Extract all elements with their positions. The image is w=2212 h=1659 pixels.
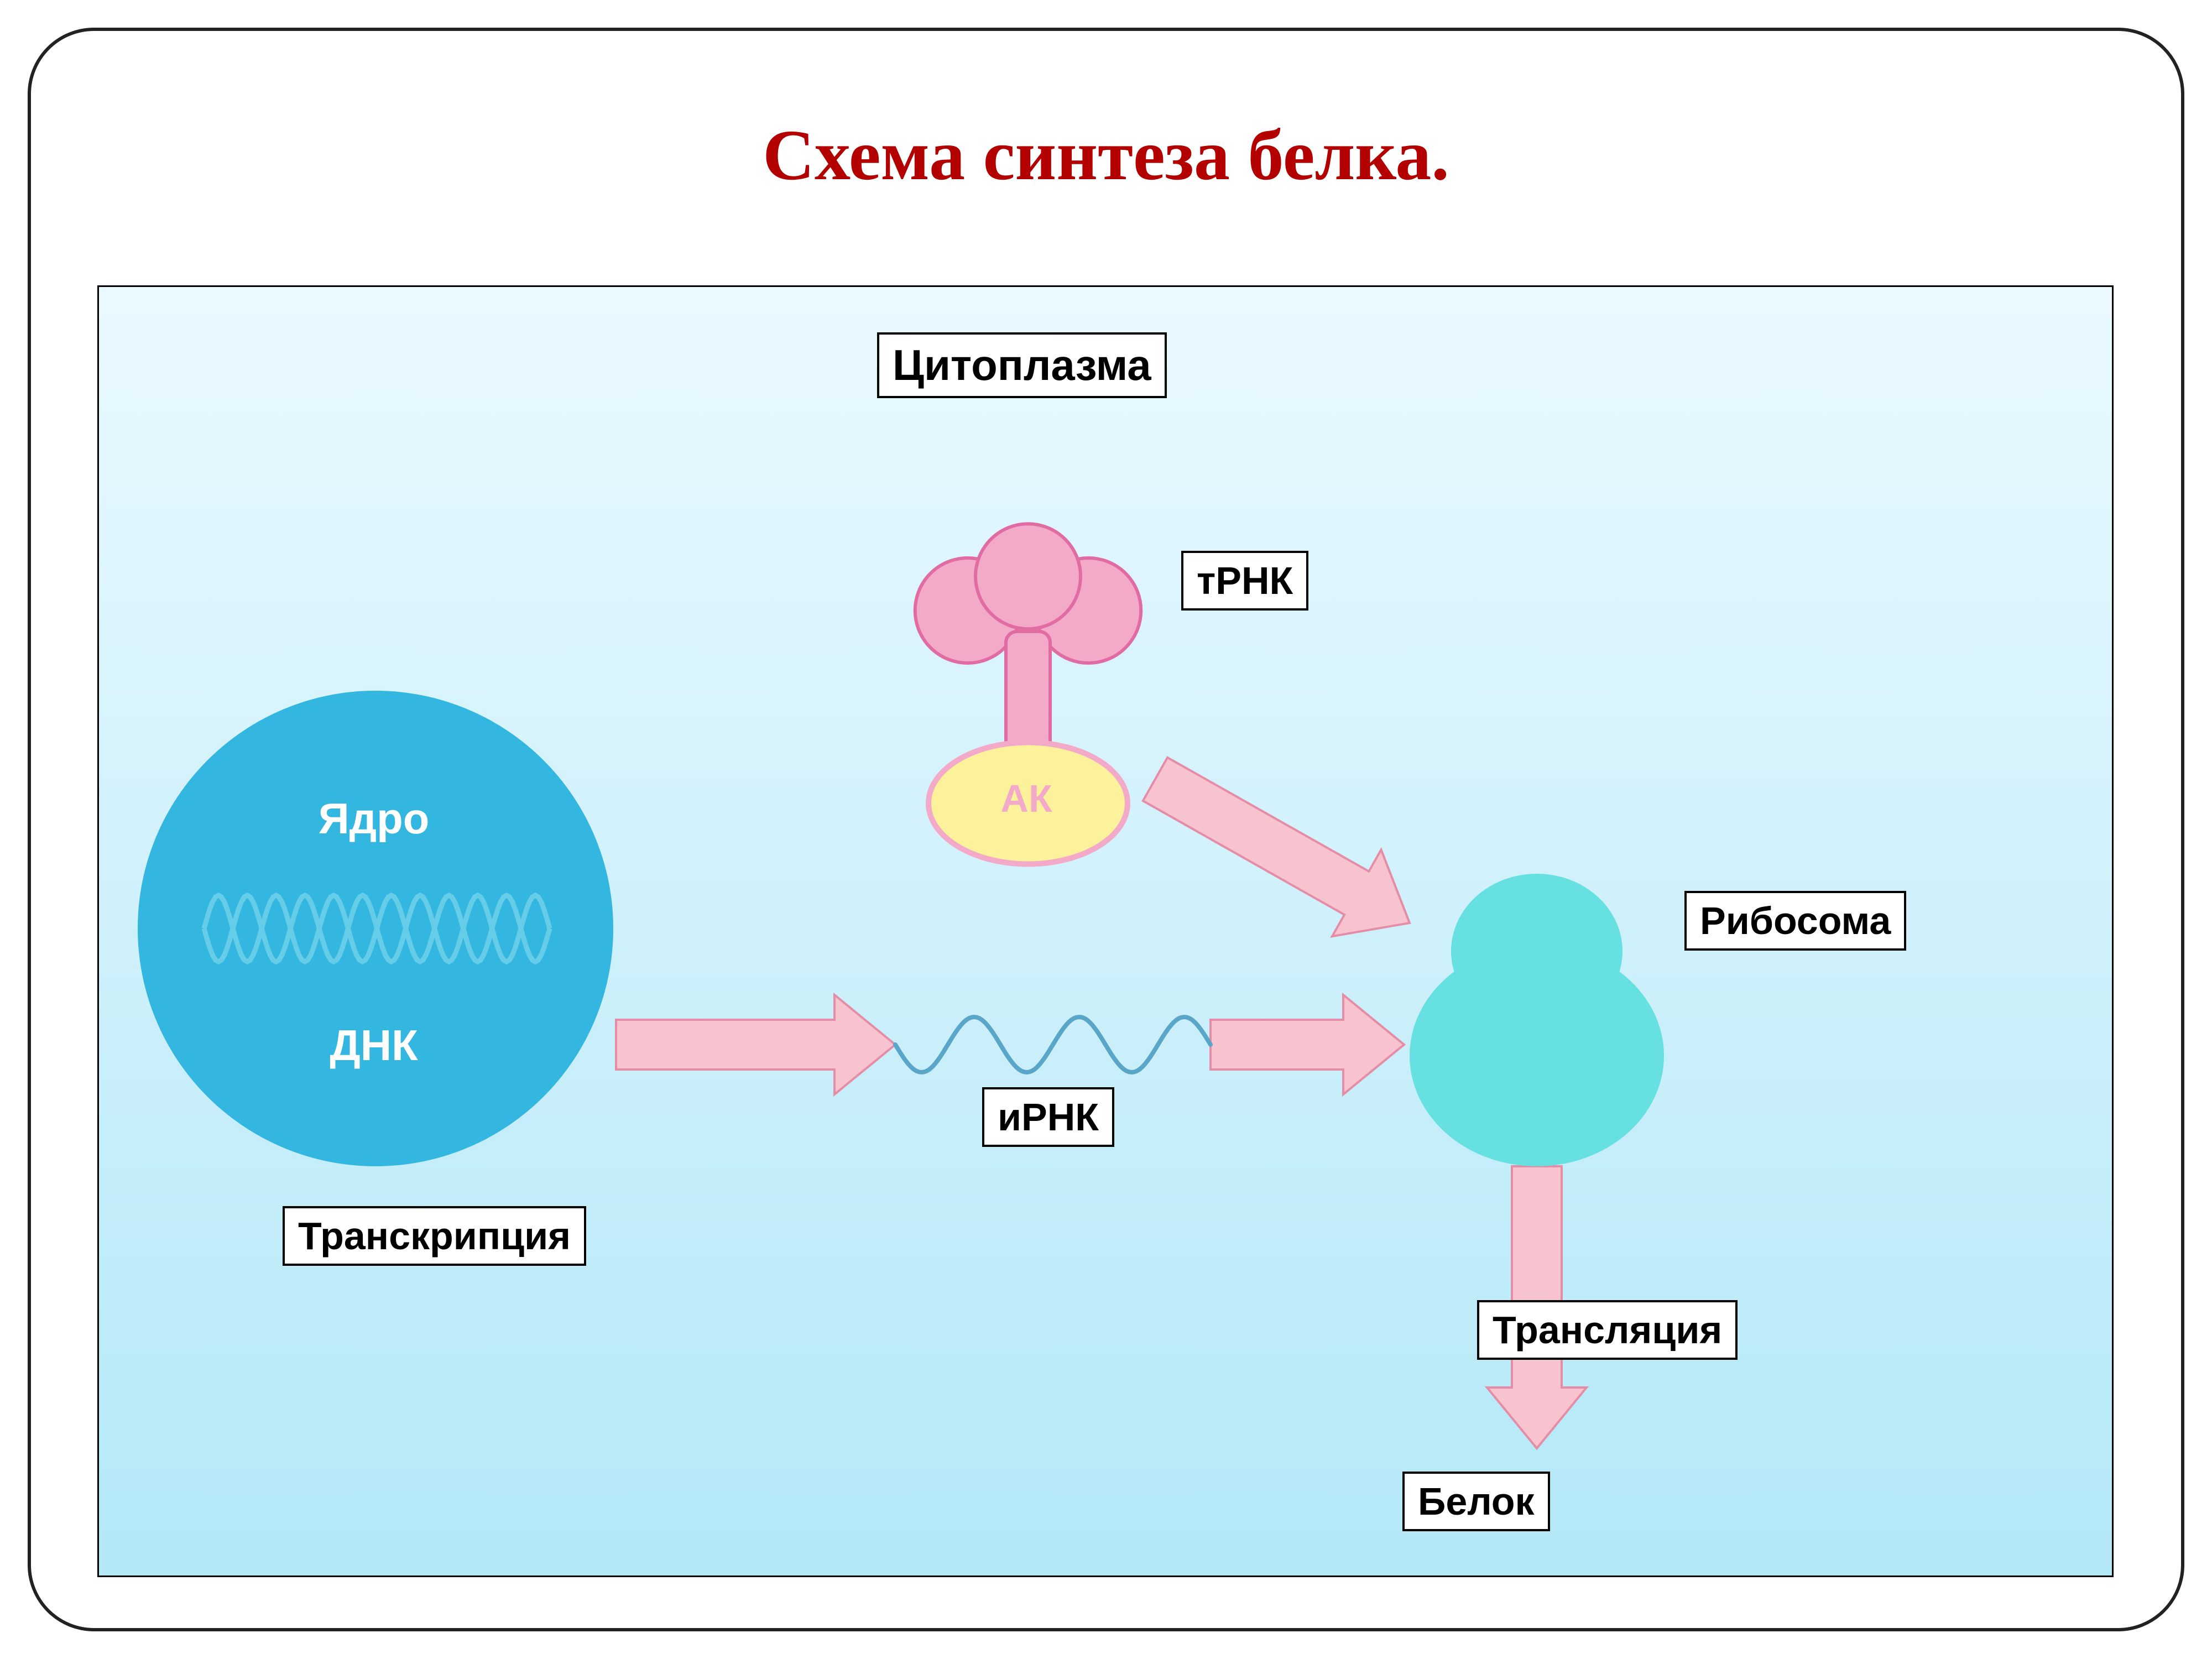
nucleus-label-top: Ядро bbox=[153, 794, 595, 844]
arrow-nucleus-to-mrna bbox=[616, 995, 895, 1094]
label-mrna: иРНК bbox=[982, 1087, 1114, 1147]
mrna-wave bbox=[895, 1017, 1211, 1072]
label-trna: тРНК bbox=[1181, 551, 1308, 611]
nucleus-label-bottom: ДНК bbox=[153, 1020, 595, 1071]
label-transcription: Транскрипция bbox=[283, 1206, 586, 1266]
slide-title: Схема синтеза белка. bbox=[31, 114, 2181, 197]
ribosome-shape-small bbox=[1451, 874, 1623, 1029]
arrow-trna-to-ribosome bbox=[1131, 736, 1434, 967]
label-ribosome: Рибосома bbox=[1684, 891, 1906, 951]
ak-label: АК bbox=[805, 776, 1248, 821]
arrow-mrna-to-ribosome bbox=[1211, 995, 1404, 1094]
label-translation: Трансляция bbox=[1477, 1300, 1738, 1360]
slide-frame: Схема синтеза белка. Цитоплазма тРНК иРН… bbox=[28, 28, 2184, 1631]
trna-shape-lobe-t bbox=[975, 524, 1081, 629]
label-protein: Белок bbox=[1402, 1472, 1550, 1531]
label-cytoplasm: Цитоплазма bbox=[877, 332, 1167, 398]
